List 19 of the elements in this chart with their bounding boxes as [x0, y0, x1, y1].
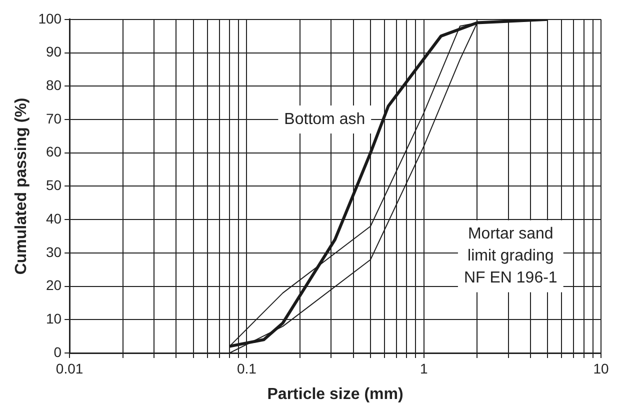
y-tick-label: 40: [46, 210, 62, 226]
x-tick-label: 0.01: [56, 360, 84, 376]
y-tick-label: 0: [54, 344, 62, 360]
y-tick-label: 70: [46, 110, 62, 126]
x-tick-label: 10: [593, 360, 609, 376]
y-tick-label: 50: [46, 177, 62, 194]
y-tick-label: 100: [38, 10, 62, 26]
y-tick-label: 80: [46, 76, 62, 93]
x-axis-title: Particle size (mm): [267, 386, 404, 403]
annotation: Bottom ash: [284, 110, 366, 128]
y-axis-title: Cumulated passing (%): [13, 98, 30, 275]
annotation: Mortar sand limit grading NF EN 196-1: [464, 226, 558, 287]
y-tick-label: 10: [46, 310, 62, 326]
y-tick-label: 20: [46, 277, 62, 294]
y-tick-label: 30: [46, 244, 62, 260]
y-tick-label: 90: [46, 44, 62, 60]
x-tick-label: 0.1: [236, 360, 257, 376]
x-tick-label: 1: [420, 360, 428, 376]
y-tick-label: 60: [46, 144, 62, 160]
